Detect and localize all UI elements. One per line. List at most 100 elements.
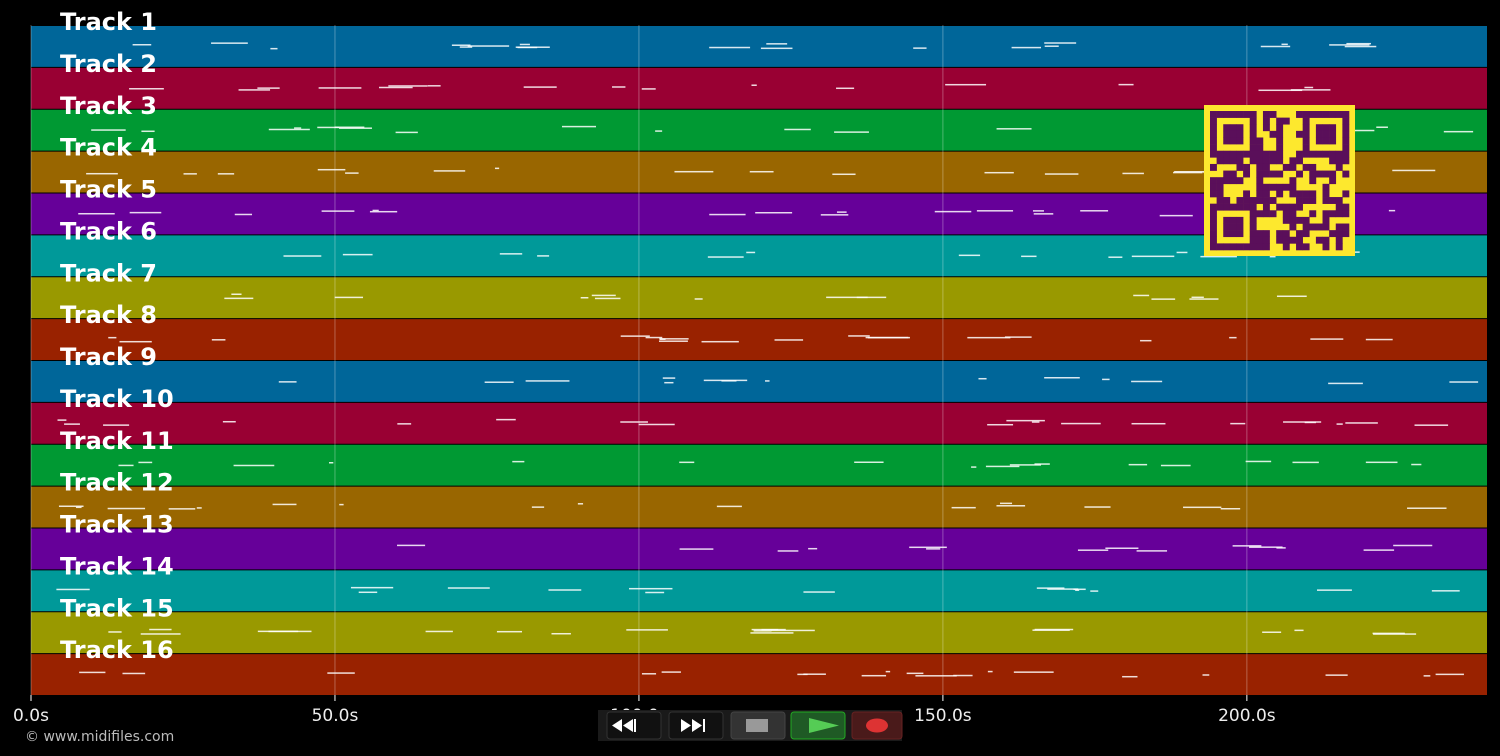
qr-module <box>1309 170 1317 178</box>
qr-module <box>1309 150 1317 158</box>
qr-module <box>1335 157 1343 165</box>
note-stroke <box>934 210 972 213</box>
note-stroke <box>129 88 164 90</box>
track-lane <box>31 319 1487 360</box>
qr-module <box>1276 203 1284 211</box>
note-stroke <box>196 507 202 509</box>
qr-module <box>1256 150 1264 158</box>
qr-module <box>1216 150 1224 158</box>
qr-module <box>1223 137 1231 145</box>
qr-module <box>1315 124 1323 132</box>
qr-module <box>1210 216 1217 224</box>
note-stroke <box>1061 422 1101 425</box>
note-stroke <box>321 210 355 212</box>
note-stroke <box>1011 46 1042 49</box>
note-stroke <box>537 255 550 257</box>
fast-forward-button[interactable] <box>668 711 724 740</box>
notes <box>56 42 1479 678</box>
note-stroke <box>1151 298 1176 300</box>
note-stroke <box>1443 130 1474 133</box>
play-button[interactable] <box>790 711 846 740</box>
qr-module <box>1309 197 1317 204</box>
qr-module <box>1276 190 1284 198</box>
qr-module <box>1335 243 1343 251</box>
note-stroke <box>1044 42 1077 44</box>
qr-module <box>1302 137 1310 145</box>
qr-module <box>1276 137 1284 145</box>
note-stroke <box>909 546 947 549</box>
qr-module <box>1269 150 1277 158</box>
note-stroke <box>379 86 413 89</box>
qr-module <box>1216 177 1224 185</box>
qr-module <box>1342 223 1350 231</box>
qr-module <box>1296 150 1303 158</box>
record-button[interactable] <box>851 711 903 740</box>
qr-module <box>1236 203 1244 211</box>
qr-module <box>1315 150 1323 158</box>
qr-module <box>1256 236 1264 244</box>
note-stroke <box>1140 339 1152 342</box>
note-stroke <box>339 127 372 129</box>
qr-module <box>1302 190 1310 198</box>
note-stroke <box>826 296 868 299</box>
note-stroke <box>451 44 471 46</box>
qr-module <box>1296 236 1303 244</box>
qr-module <box>1210 236 1217 244</box>
note-stroke <box>1376 126 1388 128</box>
qr-module <box>1262 124 1270 132</box>
qr-module <box>1322 197 1330 204</box>
note-stroke <box>118 464 134 467</box>
time-grid <box>30 25 1248 695</box>
qr-module <box>1296 243 1303 251</box>
qr-module <box>1256 144 1264 152</box>
note-stroke <box>885 670 891 673</box>
note-stroke <box>551 632 571 635</box>
stop-button[interactable] <box>730 711 786 740</box>
note-stroke <box>709 213 746 216</box>
note-stroke <box>238 89 271 91</box>
qr-module <box>1236 230 1244 238</box>
qr-module <box>1276 157 1284 165</box>
qr-module <box>1223 216 1231 224</box>
qr-module <box>1282 183 1290 191</box>
note-stroke <box>1363 549 1395 551</box>
qr-module <box>1223 150 1231 158</box>
qr-module <box>1256 163 1264 171</box>
qr-module <box>1335 197 1343 204</box>
qr-module <box>1256 197 1264 204</box>
rewind-button[interactable] <box>606 711 662 740</box>
qr-module <box>1302 150 1310 158</box>
qr-module <box>1249 150 1257 158</box>
note-stroke <box>661 671 681 673</box>
note-stroke <box>1245 460 1272 463</box>
qr-module <box>1236 124 1244 132</box>
note-stroke <box>294 127 302 129</box>
qr-module <box>1302 223 1310 231</box>
track-labels: Track 1 Track 2 Track 3 Track 4 Track 5 Track… <box>60 8 174 664</box>
note-stroke <box>224 297 254 300</box>
note-stroke <box>397 544 426 547</box>
note-stroke <box>749 170 774 173</box>
qr-module <box>1236 163 1244 171</box>
qr-module <box>1256 210 1264 218</box>
qr-module <box>1210 210 1217 218</box>
note-stroke <box>1105 547 1139 549</box>
note-stroke <box>641 673 657 675</box>
note-stroke <box>211 339 226 341</box>
note-stroke <box>183 173 197 175</box>
qr-module <box>1249 130 1257 138</box>
qr-module <box>1262 111 1270 118</box>
note-stroke <box>1034 463 1050 465</box>
qr-module <box>1335 223 1343 231</box>
note-stroke <box>129 211 162 214</box>
note-stroke <box>1013 671 1054 673</box>
qr-module <box>1243 150 1251 158</box>
note-stroke <box>716 505 742 508</box>
note-stroke <box>641 88 656 90</box>
qr-module <box>1322 236 1330 244</box>
note-stroke <box>1102 378 1110 381</box>
note-stroke <box>755 211 793 214</box>
note-stroke <box>108 336 117 339</box>
note-stroke <box>774 339 804 341</box>
qr-module <box>1329 210 1337 218</box>
